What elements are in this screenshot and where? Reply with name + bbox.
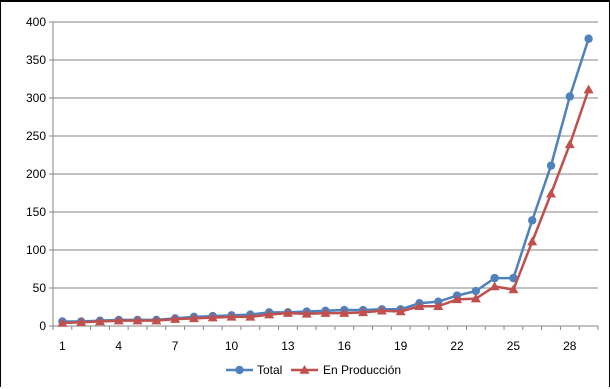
data-point <box>583 84 594 94</box>
data-point <box>433 301 444 310</box>
x-tick-label: 10 <box>225 339 239 353</box>
data-point <box>527 236 538 246</box>
data-point <box>414 301 425 310</box>
y-tick-label: 250 <box>26 129 46 143</box>
data-point <box>452 294 463 304</box>
x-tick-label: 4 <box>115 339 122 353</box>
data-point <box>188 313 199 323</box>
data-point <box>584 34 593 43</box>
series-total <box>58 34 593 326</box>
x-tick-label: 1 <box>59 339 66 353</box>
data-point <box>76 317 87 326</box>
data-point <box>113 315 124 325</box>
data-point <box>358 307 369 317</box>
data-point <box>395 306 406 316</box>
data-point <box>264 309 275 319</box>
x-tick-label: 7 <box>172 339 179 353</box>
legend: Total En Producción <box>226 363 401 377</box>
data-point <box>301 308 312 318</box>
y-tick-label: 0 <box>39 319 46 333</box>
x-tick-label: 13 <box>281 339 295 353</box>
y-tick-label: 200 <box>26 167 46 181</box>
data-point <box>94 316 105 326</box>
legend-marker <box>235 365 244 375</box>
x-tick-label: 22 <box>450 339 464 353</box>
data-point <box>376 305 387 315</box>
series-en-produccion <box>57 84 594 327</box>
series-plot-area <box>57 34 594 327</box>
data-point <box>226 311 237 321</box>
data-point <box>528 216 537 225</box>
data-point <box>470 293 481 303</box>
data-point <box>490 273 499 283</box>
data-point <box>151 315 162 325</box>
data-point <box>546 161 556 170</box>
data-point <box>489 281 500 291</box>
legend-item: Total <box>226 363 282 377</box>
data-point <box>339 308 350 317</box>
legend-label: Total <box>257 363 282 377</box>
y-tick-label: 150 <box>26 205 46 219</box>
legend-marker <box>299 365 310 374</box>
gridlines <box>53 21 598 289</box>
y-tick-label: 50 <box>33 281 47 295</box>
y-tick-label: 300 <box>26 91 46 105</box>
data-point <box>57 317 68 327</box>
legend-label: En Producción <box>323 363 401 377</box>
data-point <box>282 308 293 317</box>
y-tick-label: 100 <box>26 243 46 257</box>
data-point <box>509 273 518 283</box>
data-point <box>508 284 519 294</box>
data-point <box>320 308 331 317</box>
axes: 0 50 100 150 200 250 300 350 400 1 4 7 10 13 16 19 22 25 2… <box>26 15 599 353</box>
y-tick-label: 400 <box>26 15 46 29</box>
x-tick-label: 25 <box>507 339 521 353</box>
x-tick-label: 19 <box>394 339 408 353</box>
x-tick-label: 16 <box>338 339 352 353</box>
legend-item: En Producción <box>291 363 401 377</box>
data-point <box>546 188 557 198</box>
data-point <box>471 286 481 296</box>
y-tick-label: 350 <box>26 53 46 67</box>
data-point <box>132 315 143 325</box>
data-point <box>564 139 575 149</box>
data-point <box>245 311 256 321</box>
data-point <box>207 312 218 322</box>
x-tick-label: 28 <box>563 339 577 353</box>
data-point <box>170 314 181 323</box>
data-point <box>565 92 575 101</box>
